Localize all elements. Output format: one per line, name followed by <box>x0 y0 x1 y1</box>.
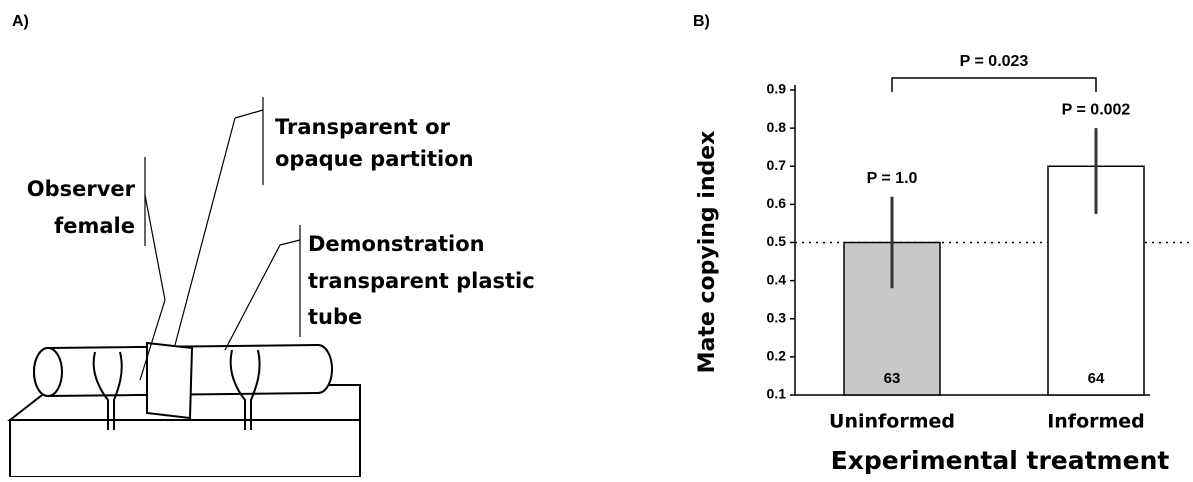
sample-size: 64 <box>1088 370 1105 387</box>
y-tick-label: 0.3 <box>767 309 787 325</box>
diagram-label: female <box>54 214 135 238</box>
y-tick-label: 0.9 <box>767 81 787 97</box>
y-tick-label: 0.5 <box>767 233 787 249</box>
panel-label: A) <box>12 13 29 30</box>
diagram-label: tube <box>308 305 362 329</box>
y-tick-label: 0.2 <box>767 348 787 364</box>
diagram-label: Observer <box>27 177 136 201</box>
x-tick-label: Uninformed <box>829 411 955 433</box>
diagram-label: transparent plastic <box>308 269 535 293</box>
y-axis-title: Mate copying index <box>695 131 720 374</box>
p-value: P = 1.0 <box>867 170 918 187</box>
y-tick-label: 0.6 <box>767 195 787 211</box>
comparison-bracket <box>892 78 1096 92</box>
figure: A) B) Transparent or opaque partition Ob… <box>0 0 1193 477</box>
leader-lines <box>140 97 300 380</box>
diagram-label: opaque partition <box>275 147 474 171</box>
diagram-label: Transparent or <box>275 115 451 139</box>
y-tick-label: 0.4 <box>767 271 787 287</box>
apparatus-drawing <box>10 343 360 477</box>
y-tick-label: 0.1 <box>767 386 787 402</box>
sample-size: 63 <box>884 370 901 387</box>
y-tick-label: 0.8 <box>767 119 787 135</box>
panel-label: B) <box>693 13 710 30</box>
y-tick-label: 0.7 <box>767 157 787 173</box>
p-value: P = 0.002 <box>1062 101 1131 118</box>
x-tick-label: Informed <box>1047 411 1145 433</box>
comparison-p-value: P = 0.023 <box>960 53 1029 70</box>
diagram-label: Demonstration <box>308 232 485 256</box>
x-axis-title: Experimental treatment <box>831 446 1170 475</box>
